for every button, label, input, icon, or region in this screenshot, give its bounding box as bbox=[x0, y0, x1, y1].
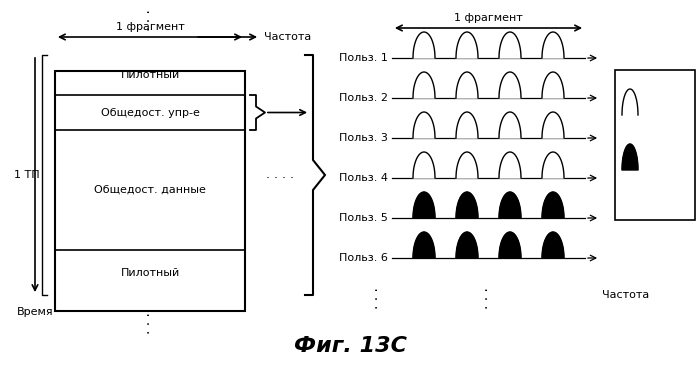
Polygon shape bbox=[499, 32, 521, 58]
Text: Польз. 5: Польз. 5 bbox=[339, 213, 388, 223]
Text: Частота: Частота bbox=[602, 290, 649, 300]
Polygon shape bbox=[413, 152, 435, 178]
Text: Фиг. 13C: Фиг. 13C bbox=[294, 336, 407, 356]
Bar bbox=[55, 71, 245, 311]
Text: · · ·: · · · bbox=[371, 287, 385, 309]
Text: Польз. 2: Польз. 2 bbox=[339, 93, 388, 103]
Text: Польз. 6: Польз. 6 bbox=[339, 253, 388, 263]
Polygon shape bbox=[542, 32, 564, 58]
Polygon shape bbox=[413, 232, 435, 258]
Polygon shape bbox=[499, 152, 521, 178]
Text: · · ·: · · · bbox=[143, 9, 157, 31]
Text: · · ·: · · · bbox=[482, 287, 496, 309]
Text: Общедост. упр-е: Общедост. упр-е bbox=[101, 108, 199, 117]
Text: 1 ТП: 1 ТП bbox=[14, 170, 40, 180]
Text: $C_B$: $C_B$ bbox=[650, 149, 668, 165]
Text: 1 фрагмент: 1 фрагмент bbox=[454, 13, 523, 23]
Polygon shape bbox=[456, 72, 478, 98]
Polygon shape bbox=[413, 192, 435, 218]
Polygon shape bbox=[622, 89, 638, 115]
Polygon shape bbox=[413, 112, 435, 138]
Polygon shape bbox=[456, 32, 478, 58]
Polygon shape bbox=[499, 232, 521, 258]
Polygon shape bbox=[413, 32, 435, 58]
Text: Польз. 3: Польз. 3 bbox=[339, 133, 388, 143]
Text: Польз. 1: Польз. 1 bbox=[339, 53, 388, 63]
Polygon shape bbox=[542, 152, 564, 178]
Polygon shape bbox=[456, 152, 478, 178]
Text: Пилотный: Пилотный bbox=[120, 70, 180, 80]
Text: Общедост. данные: Общедост. данные bbox=[94, 185, 206, 195]
Polygon shape bbox=[542, 112, 564, 138]
Text: Время: Время bbox=[17, 307, 53, 317]
Polygon shape bbox=[413, 72, 435, 98]
Polygon shape bbox=[542, 72, 564, 98]
Text: Пилотный: Пилотный bbox=[120, 268, 180, 277]
Polygon shape bbox=[499, 112, 521, 138]
Text: Частота: Частота bbox=[264, 32, 311, 42]
Polygon shape bbox=[456, 232, 478, 258]
Text: · · ·: · · · bbox=[143, 312, 157, 334]
Polygon shape bbox=[622, 144, 638, 170]
Polygon shape bbox=[456, 112, 478, 138]
Polygon shape bbox=[542, 232, 564, 258]
Polygon shape bbox=[499, 72, 521, 98]
Polygon shape bbox=[499, 192, 521, 218]
Bar bbox=[615, 70, 695, 220]
Text: . . . .: . . . . bbox=[266, 168, 294, 182]
Text: $C_A$: $C_A$ bbox=[650, 94, 668, 110]
Text: Польз. 4: Польз. 4 bbox=[339, 173, 388, 183]
Polygon shape bbox=[542, 192, 564, 218]
Text: 1 фрагмент: 1 фрагмент bbox=[115, 22, 185, 32]
Polygon shape bbox=[456, 192, 478, 218]
